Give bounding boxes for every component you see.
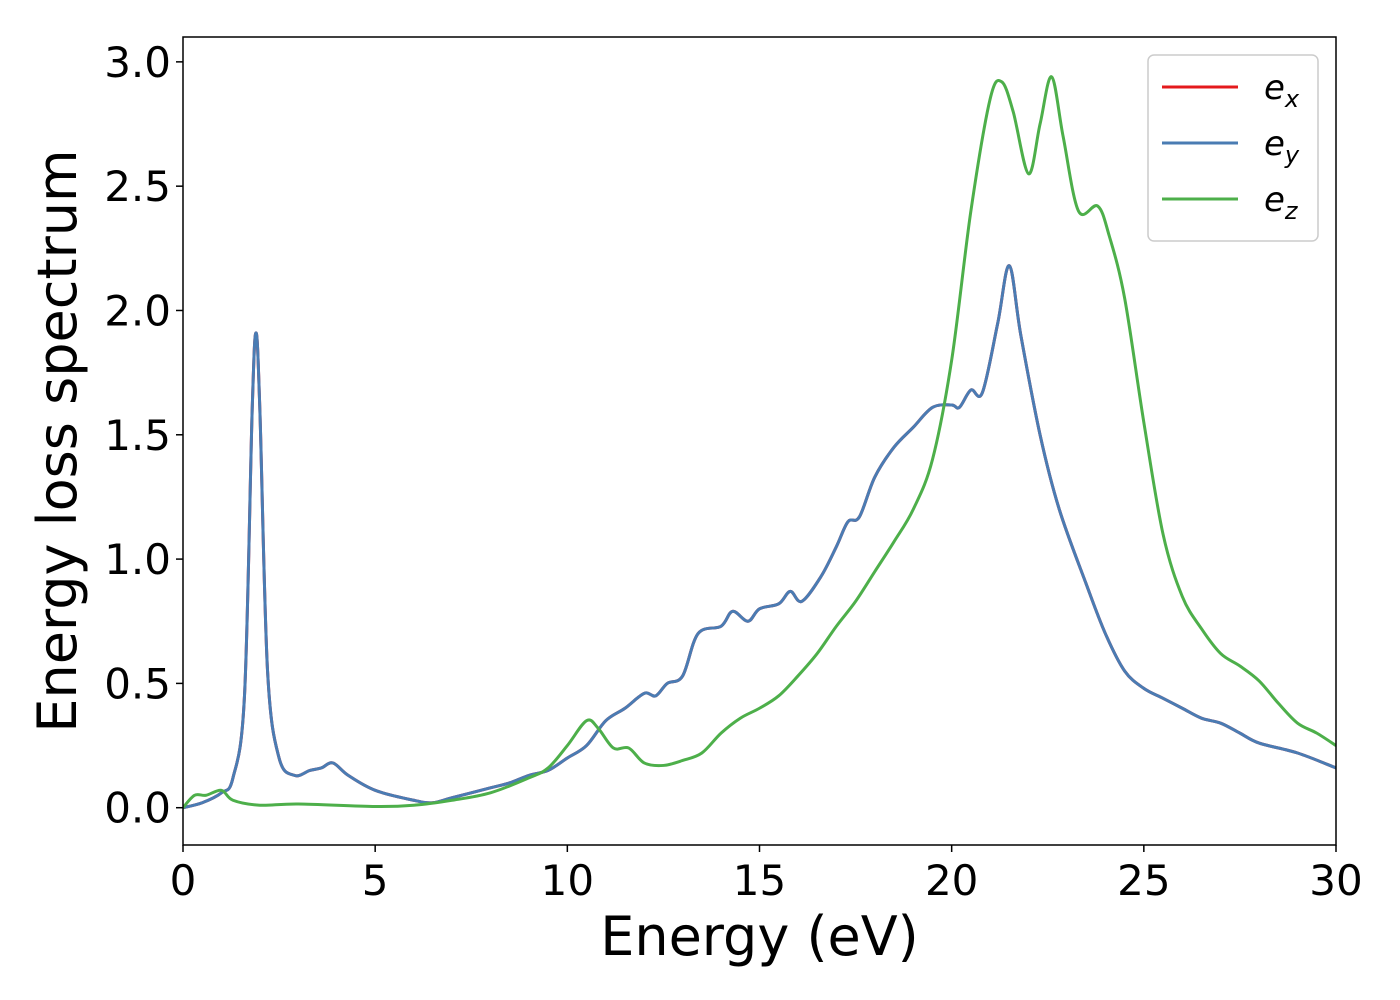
x-tick-label: 5 [362,856,389,905]
series-line-e-z [183,75,1336,810]
legend: ex ey ez [1147,54,1319,242]
y-tick-label: 0.0 [104,784,171,833]
y-tick-label: 1.0 [104,535,171,584]
y-axis-title: Energy loss spectrum [26,149,89,732]
series-layer [183,75,1336,810]
y-tick-label: 2.5 [104,162,171,211]
y-tick-label: 2.0 [104,286,171,335]
x-tick-label: 30 [1309,856,1362,905]
legend-label-y: ey [1264,124,1300,169]
x-tick-label: 25 [1117,856,1170,905]
legend-label-x: ex [1264,68,1300,113]
x-tick-label: 20 [925,856,978,905]
legend-box [1147,54,1319,242]
legend-label-z: ez [1264,180,1299,225]
y-tick-label: 0.5 [104,659,171,708]
x-tick-label: 15 [733,856,786,905]
x-axis-title: Energy (eV) [600,905,919,968]
y-tick-label: 3.0 [104,38,171,87]
y-tick-label: 1.5 [104,411,171,460]
x-tick-label: 0 [170,856,197,905]
x-tick-label: 10 [541,856,594,905]
axis-ticks: 0 5 10 15 20 25 30 0.0 0.5 1.0 1.5 2.0 2.5 3.0 [104,38,1363,905]
series-line-e-y [183,264,1336,810]
